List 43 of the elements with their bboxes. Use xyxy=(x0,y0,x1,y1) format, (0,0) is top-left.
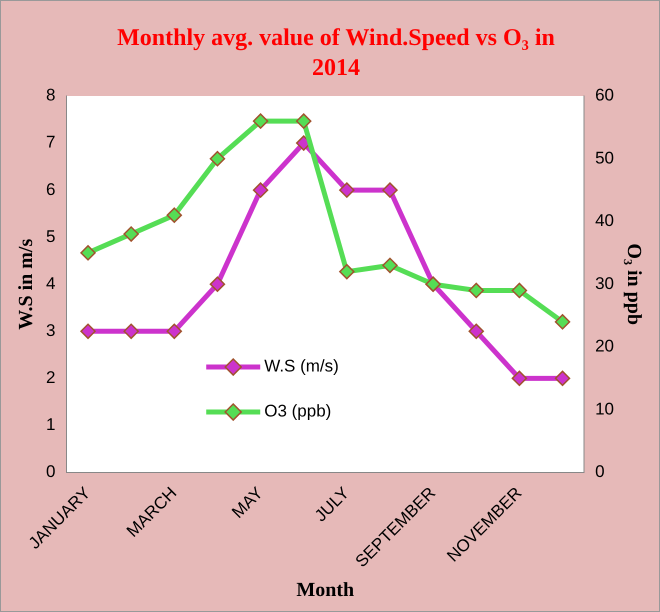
y-tick-label: 4 xyxy=(46,274,56,293)
point xyxy=(382,258,398,274)
y-tick-label: 1 xyxy=(46,415,56,434)
point xyxy=(554,314,570,330)
y-tick-label: 0 xyxy=(46,462,56,482)
y-tick-label: 6 xyxy=(46,180,56,199)
y-tick-label: 8 xyxy=(46,86,56,105)
y2-tick-label: 60 xyxy=(595,86,614,105)
point xyxy=(382,182,398,198)
y-tick-label: 3 xyxy=(46,320,56,340)
y-tick-label: 7 xyxy=(46,132,56,152)
point xyxy=(210,276,226,292)
point xyxy=(166,207,182,223)
point xyxy=(252,182,268,198)
point xyxy=(80,245,96,261)
y2-axis-title: O₃ in ppb xyxy=(622,243,645,326)
point xyxy=(123,226,139,242)
point xyxy=(468,282,484,298)
y2-tick-label: 0 xyxy=(595,462,605,482)
y-tick-label: 2 xyxy=(46,368,56,388)
y2-tick-label: 40 xyxy=(595,211,614,230)
point xyxy=(80,324,96,340)
y-axis-title: W.S in m/s xyxy=(15,238,38,330)
point xyxy=(166,324,182,340)
point xyxy=(252,113,268,129)
y-tick-label: 5 xyxy=(46,226,56,246)
point xyxy=(339,264,355,280)
point xyxy=(554,370,570,386)
legend-label: O3 (ppb) xyxy=(264,402,332,421)
point xyxy=(512,282,528,298)
legend-label: W.S (m/s) xyxy=(264,356,339,376)
point xyxy=(296,113,312,129)
y2-tick-label: 10 xyxy=(595,399,614,418)
point xyxy=(339,182,355,198)
y2-tick-label: 20 xyxy=(595,336,614,356)
point xyxy=(210,150,226,166)
point xyxy=(512,370,528,386)
point xyxy=(468,324,484,340)
point xyxy=(123,324,139,340)
x-axis-title: Month xyxy=(296,579,354,602)
chart-title: Monthly avg. value of Wind.Speed vs O₃ in 2014 xyxy=(116,24,556,83)
y2-tick-label: 30 xyxy=(595,274,614,293)
y2-tick-label: 50 xyxy=(595,148,614,168)
